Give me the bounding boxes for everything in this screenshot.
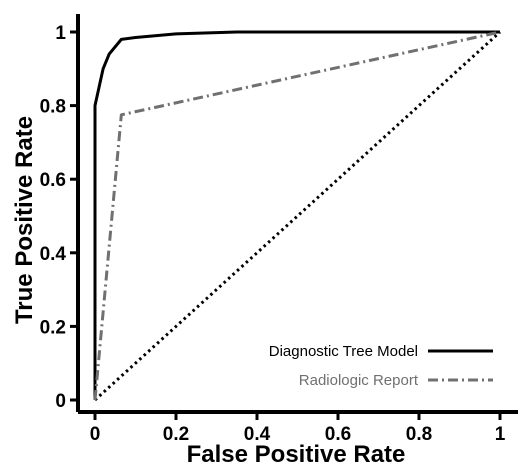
x-tick-label: 0.2 (163, 424, 189, 445)
y-tick-label: 0.6 (40, 170, 66, 191)
legend-label-diagnostic-tree-model: Diagnostic Tree Model (269, 343, 418, 360)
y-tick-label: 0 (55, 391, 66, 412)
x-axis-title: False Positive Rate (187, 441, 406, 468)
x-tick-label: 0.8 (406, 424, 432, 445)
x-tick-label: 0 (90, 424, 101, 445)
series-line-diagnostic-tree-model (93, 30, 500, 400)
y-tick-label: 0.8 (40, 97, 66, 118)
plot-lines (93, 30, 502, 402)
legend-label-radiologic-report: Radiologic Report (299, 372, 419, 389)
x-tick-label: 0.6 (325, 424, 351, 445)
series-line-reference (93, 30, 502, 402)
x-tick-label: 0.4 (244, 424, 271, 445)
legend: Diagnostic Tree Model Radiologic Report (269, 343, 493, 389)
y-tick-label: 0.4 (40, 244, 67, 265)
axes (76, 14, 518, 414)
y-tick-label: 0.2 (40, 317, 66, 338)
y-axis-title: True Positive Rate (11, 116, 38, 324)
x-tick-label: 1 (495, 424, 506, 445)
ticks: 0 0.2 0.4 0.6 0.8 1 0 0.2 0.4 0.6 0.8 1 (40, 23, 506, 445)
y-tick-label: 1 (55, 23, 66, 44)
series-line-radiologic-report (93, 30, 501, 401)
